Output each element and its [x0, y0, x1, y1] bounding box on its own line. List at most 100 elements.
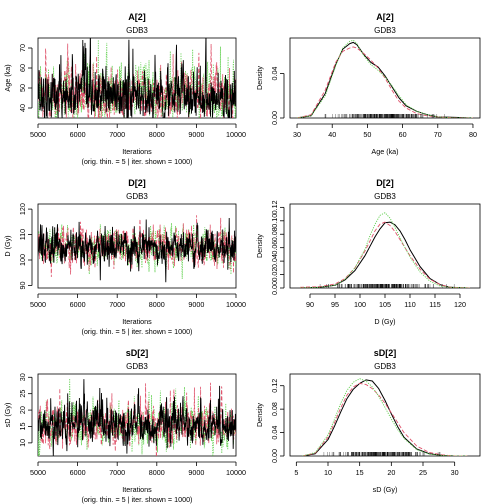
panel-subtitle: GDB3 [126, 192, 148, 201]
x-tick-label: 90 [306, 300, 314, 309]
y-tick-label: 0.12 [270, 200, 279, 214]
panel-title: A[2] [376, 12, 394, 22]
panel-title: sD[2] [374, 348, 397, 358]
x-tick-label: 10 [324, 468, 332, 477]
x-axis-sublabel: (orig. thin. = 5 | iter. shown = 1000) [82, 157, 193, 166]
x-tick-label: 30 [293, 130, 301, 139]
x-tick-label: 95 [331, 300, 339, 309]
trace-chain-1 [38, 217, 236, 283]
x-tick-label: 5000 [30, 300, 46, 309]
y-tick-label: 0.04 [270, 426, 279, 440]
density-plot-6: sD[2] GDB3 5 10 15 20 25 30 0.00 0.04 0.08 0.12 Dens… [255, 348, 481, 494]
density-chain-2 [302, 382, 468, 456]
y-tick-label: 0.00 [270, 449, 279, 463]
rug-marks [324, 114, 445, 118]
x-tick-label: 10000 [226, 130, 246, 139]
y-tick-label: 0.12 [270, 379, 279, 393]
y-tick-label: 10 [18, 439, 27, 447]
x-tick-label: 70 [434, 130, 442, 139]
plot-area [302, 378, 468, 456]
x-tick-label: 120 [454, 300, 466, 309]
y-tick-label: 100 [18, 254, 27, 266]
density-chain-1 [302, 379, 468, 456]
panel-title: D[2] [128, 178, 146, 188]
trace-plot-5: sD[2] GDB3 5000 6000 7000 8000 9000 10000 10 15 20… [3, 348, 246, 504]
x-axis-sublabel: (orig. thin. = 5 | iter. shown = 1000) [82, 327, 193, 336]
x-tick-label: 15 [356, 468, 364, 477]
x-axis-label: Iterations [122, 485, 152, 494]
x-axis-label: Iterations [122, 147, 152, 156]
x-tick-label: 7000 [109, 300, 125, 309]
plot-area [38, 38, 236, 118]
x-axis-label: D (Gy) [374, 317, 395, 326]
y-tick-label: 0.08 [270, 402, 279, 416]
x-tick-label: 7000 [109, 468, 125, 477]
x-tick-label: 9000 [188, 130, 204, 139]
density-chain-3 [296, 39, 473, 118]
y-tick-label: 120 [18, 203, 27, 215]
panel-subtitle: GDB3 [374, 362, 396, 371]
x-tick-label: 40 [328, 130, 336, 139]
y-axis-label: Age (ka) [3, 64, 12, 91]
y-tick-label: 0.00 [270, 281, 279, 295]
x-tick-label: 5 [294, 468, 298, 477]
x-tick-label: 100 [354, 300, 366, 309]
x-tick-label: 20 [387, 468, 395, 477]
y-tick-label: 110 [18, 229, 27, 240]
x-tick-label: 9000 [188, 468, 204, 477]
y-tick-label: 25 [18, 390, 27, 398]
trace-chain-1 [38, 379, 236, 456]
y-tick-label: 60 [18, 64, 27, 72]
y-tick-label: 0.04 [270, 254, 279, 268]
y-axis-label: D (Gy) [3, 235, 12, 256]
density-plot-2: A[2] GDB3 30 40 50 60 70 80 0.00 0.04 Density Age (… [255, 12, 481, 156]
rug-marks [323, 452, 441, 456]
x-axis-label: Age (ka) [371, 147, 398, 156]
density-chain-3 [299, 212, 471, 288]
panel-title: A[2] [128, 12, 146, 22]
x-tick-label: 110 [404, 300, 415, 309]
density-chain-1 [299, 221, 471, 288]
x-tick-label: 7000 [109, 130, 125, 139]
y-tick-label: 0.06 [270, 241, 279, 255]
plot-frame [289, 203, 481, 289]
density-chain-2 [296, 46, 473, 118]
y-tick-label: 0.08 [270, 227, 279, 241]
density-chain-1 [296, 41, 474, 118]
x-tick-label: 80 [469, 130, 477, 139]
x-tick-label: 50 [363, 130, 371, 139]
x-tick-label: 6000 [70, 130, 86, 139]
panel-subtitle: GDB3 [126, 362, 148, 371]
plot-area [38, 215, 236, 283]
x-tick-label: 8000 [149, 300, 165, 309]
trace-chain-1 [38, 38, 236, 118]
plot-area [299, 212, 471, 288]
panel-title: D[2] [376, 178, 394, 188]
y-axis-label: Density [255, 66, 264, 90]
x-tick-label: 5000 [30, 130, 46, 139]
x-tick-label: 5000 [30, 468, 46, 477]
x-tick-label: 6000 [70, 300, 86, 309]
y-tick-label: 0.00 [270, 111, 279, 125]
y-tick-label: 0.04 [270, 67, 279, 81]
plot-frame [289, 373, 481, 457]
panel-subtitle: GDB3 [374, 192, 396, 201]
plot-frame [289, 37, 481, 119]
plot-area [38, 378, 236, 456]
x-axis-label: Iterations [122, 317, 152, 326]
x-tick-label: 8000 [149, 468, 165, 477]
panel-title: sD[2] [126, 348, 149, 358]
y-tick-label: 20 [18, 406, 27, 414]
rug-marks [319, 284, 455, 288]
y-tick-label: 90 [18, 281, 27, 289]
y-tick-label: 70 [18, 44, 27, 52]
y-tick-label: 50 [18, 84, 27, 92]
x-tick-label: 8000 [149, 130, 165, 139]
x-axis-sublabel: (orig. thin. = 5 | iter. shown = 1000) [82, 495, 193, 504]
density-chain-2 [299, 221, 471, 288]
plot-frame [37, 37, 237, 119]
x-tick-label: 10000 [226, 468, 246, 477]
y-tick-label: 0.02 [270, 268, 279, 282]
plot-area [296, 39, 474, 118]
x-tick-label: 105 [379, 300, 391, 309]
